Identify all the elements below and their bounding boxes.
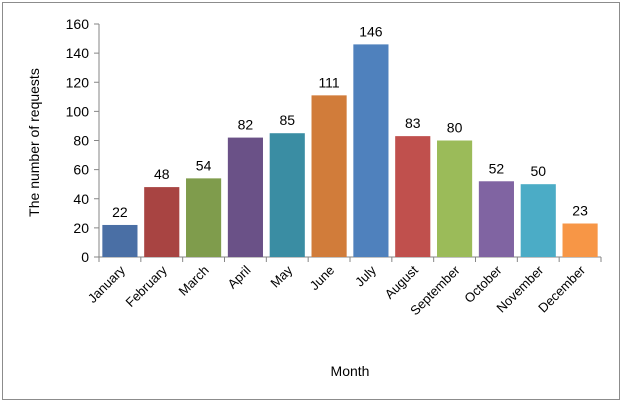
y-tick-label: 80 [73,133,89,149]
data-label: 82 [238,117,254,133]
data-label: 80 [447,120,463,136]
x-tick-label: March [176,263,212,299]
y-tick-label: 160 [66,16,90,32]
data-label: 22 [112,204,128,220]
bar [102,224,138,257]
x-axis-title: Month [331,363,370,379]
bar [227,137,263,257]
y-tick-label: 20 [73,220,89,236]
data-labels: 22 48 54 82 85 111 146 83 80 52 50 23 [112,23,588,220]
bar [353,44,389,258]
data-label: 54 [196,157,212,173]
x-axis [98,256,602,262]
bar [144,187,180,257]
bar [437,140,473,257]
y-axis-title: The number of requests [26,68,42,217]
x-tick-label: July [352,262,379,289]
data-label: 111 [318,74,339,90]
x-tick-label: August [382,262,421,301]
data-label: 23 [572,203,588,219]
bar [269,133,305,257]
bars [102,44,598,258]
x-tick-label: April [225,262,254,291]
data-label: 83 [405,115,421,131]
y-tick-label: 40 [73,191,89,207]
bar [311,95,347,257]
y-tick-label: 120 [66,74,90,90]
bar [520,184,556,257]
x-tick-label: February [122,262,170,310]
y-tick-label: 140 [66,45,90,61]
chart-frame: 0 20 40 60 80 100 120 140 160 22 48 54 82 85 111 146 83… [2,2,620,400]
bar [562,223,598,257]
bar [395,136,431,257]
data-label: 85 [279,112,295,128]
y-tick-label: 60 [73,162,89,178]
data-label: 48 [154,166,170,182]
y-axis: 0 20 40 60 80 100 120 140 160 [66,16,100,265]
x-tick-label: May [267,262,295,290]
data-label: 146 [359,23,383,39]
x-tick-label: June [307,263,338,294]
bar-chart: 0 20 40 60 80 100 120 140 160 22 48 54 82 85 111 146 83… [26,16,602,379]
y-tick-label: 100 [66,103,90,119]
bar [478,181,514,257]
bar [186,178,222,257]
data-label: 52 [489,160,505,176]
data-label: 50 [530,163,546,179]
y-tick-label: 0 [81,249,89,265]
